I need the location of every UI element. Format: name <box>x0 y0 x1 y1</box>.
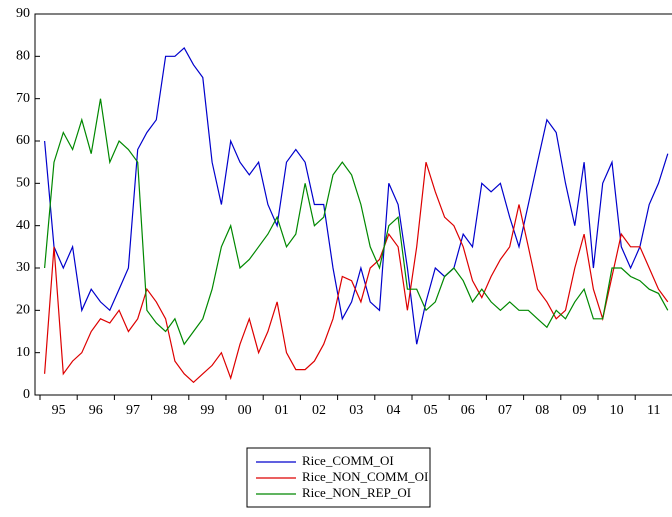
x-tick-label: 01 <box>275 403 289 418</box>
x-tick-label: 95 <box>52 403 66 418</box>
y-tick-label: 90 <box>16 6 30 21</box>
series-line <box>44 98 669 346</box>
legend: Rice_COMM_OIRice_NON_COMM_OIRice_NON_REP… <box>256 453 428 500</box>
y-tick-label: 40 <box>16 218 30 233</box>
x-tick-label: 05 <box>424 403 438 418</box>
x-tick-label: 07 <box>498 403 512 418</box>
series-line <box>44 162 669 384</box>
y-tick-label: 0 <box>23 387 30 402</box>
x-tick-label: 97 <box>126 403 140 418</box>
x-tick-label: 96 <box>89 403 103 418</box>
x-tick-label: 03 <box>349 403 363 418</box>
legend-label: Rice_COMM_OI <box>302 453 394 468</box>
plot-frame <box>34 13 672 396</box>
x-tick-label: 11 <box>647 403 660 418</box>
y-tick-label: 20 <box>16 303 30 318</box>
y-tick-label: 80 <box>16 49 30 64</box>
x-tick-label: 06 <box>461 403 475 418</box>
x-tick-label: 10 <box>610 403 624 418</box>
y-tick-label: 70 <box>16 91 30 106</box>
y-tick-label: 60 <box>16 133 30 148</box>
x-tick-label: 00 <box>238 403 252 418</box>
y-tick-label: 50 <box>16 176 30 191</box>
series-line <box>44 46 669 345</box>
x-tick-label: 08 <box>535 403 549 418</box>
legend-label: Rice_NON_REP_OI <box>302 485 411 500</box>
y-tick-label: 30 <box>16 260 30 275</box>
legend-label: Rice_NON_COMM_OI <box>302 469 428 484</box>
x-tick-label: 09 <box>572 403 586 418</box>
x-tick-label: 04 <box>386 403 400 418</box>
x-tick-label: 02 <box>312 403 326 418</box>
y-tick-label: 10 <box>16 345 30 360</box>
x-tick-label: 98 <box>163 403 177 418</box>
x-tick-label: 99 <box>200 403 214 418</box>
